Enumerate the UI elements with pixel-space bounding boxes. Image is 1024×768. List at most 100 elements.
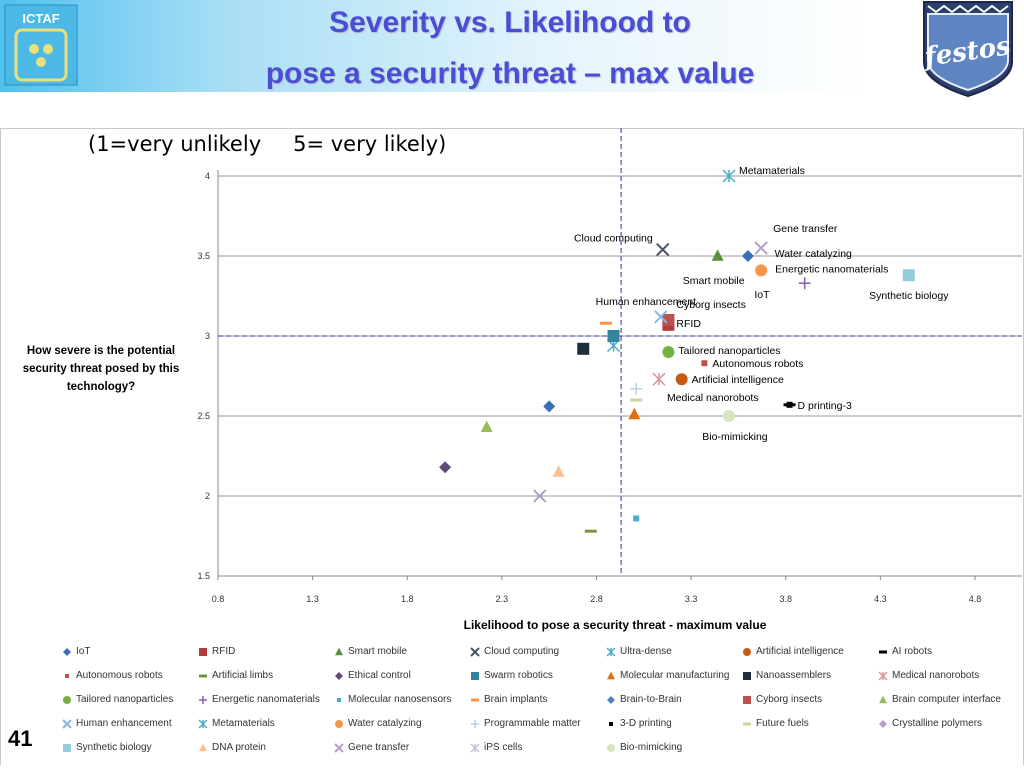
- point-annotation: Synthetic biology: [869, 290, 949, 302]
- legend-label: Future fuels: [756, 718, 809, 729]
- data-point: [754, 241, 768, 255]
- legend-marker: [743, 722, 751, 726]
- legend-label: DNA protein: [212, 742, 266, 753]
- data-point: [902, 269, 915, 282]
- slide-number: 41: [8, 726, 33, 751]
- point-annotation: Tailored nanoparticles: [678, 345, 780, 357]
- data-point: [439, 461, 452, 474]
- legend-label: 3-D printing: [620, 718, 672, 729]
- legend-label: Ethical control: [348, 670, 411, 681]
- legend-label: Brain implants: [484, 694, 548, 705]
- legend-marker: [607, 671, 615, 680]
- legend-label: Human enhancement: [76, 718, 172, 729]
- data-point: [633, 515, 640, 522]
- y-tick-label: 2.5: [197, 411, 210, 421]
- point-annotation: Energetic nanomaterials: [775, 263, 888, 275]
- festos-logo: festos: [921, 1, 1013, 98]
- point-annotation: Cyborg insects: [676, 299, 745, 311]
- y-axis-label: How severe is the potential security thr…: [22, 345, 180, 393]
- data-point: [654, 310, 668, 324]
- legend-marker: [607, 696, 615, 704]
- legend-marker: [335, 720, 343, 728]
- legend-label: Cyborg insects: [756, 694, 823, 705]
- data-point: [755, 264, 768, 277]
- point-annotation: Bio-mimicking: [702, 431, 768, 443]
- slide-title-line-1: Severity vs. Likelihood to: [329, 6, 691, 39]
- legend-marker: [743, 648, 751, 656]
- legend-marker: [471, 720, 479, 728]
- data-point: [701, 360, 708, 367]
- x-tick-label: 2.3: [496, 594, 509, 604]
- legend-marker: [879, 650, 887, 654]
- data-point: [533, 489, 547, 503]
- legend-marker: [62, 719, 72, 729]
- x-tick-label: 3.3: [685, 594, 698, 604]
- slide-title-line-2: pose a security threat – max value: [265, 57, 755, 90]
- x-tick-label: 1.3: [306, 594, 319, 604]
- data-point: [630, 398, 643, 402]
- x-tick-label: 4.3: [874, 594, 887, 604]
- data-point: [607, 330, 620, 342]
- data-point: [552, 465, 565, 477]
- y-tick-label: 1.5: [197, 571, 210, 581]
- legend-label: Synthetic biology: [76, 742, 152, 753]
- legend-marker: [65, 674, 69, 678]
- legend-label: AI robots: [892, 646, 933, 657]
- legend-label: Swarm robotics: [484, 670, 553, 681]
- legend-marker: [198, 719, 208, 729]
- data-point: [480, 420, 493, 432]
- data-point: [675, 373, 688, 386]
- legend-label: RFID: [212, 646, 236, 657]
- legend-marker: [470, 743, 480, 753]
- legend-marker: [471, 698, 479, 702]
- legend-label: Brain-to-Brain: [620, 694, 682, 705]
- legend-marker: [879, 695, 887, 704]
- data-point: [741, 250, 754, 262]
- legend-label: Nanoassemblers: [756, 670, 832, 681]
- legend-marker: [199, 743, 207, 752]
- legend-label: Cloud computing: [484, 646, 560, 657]
- y-tick-label: 2: [205, 491, 210, 501]
- y-tick-label: 3: [205, 331, 210, 341]
- legend-marker: [199, 648, 207, 656]
- x-tick-label: 2.8: [590, 594, 603, 604]
- legend-marker: [470, 647, 480, 657]
- data-point: [722, 410, 735, 422]
- data-point: [662, 314, 675, 326]
- legend-label: Molecular manufacturing: [620, 670, 730, 681]
- x-tick-label: 4.8: [969, 594, 982, 604]
- legend-label: Metamaterials: [212, 718, 275, 729]
- legend-marker: [878, 671, 888, 681]
- scale-note: (1=very unlikely 5= very likely): [88, 132, 446, 156]
- legend-label: Artificial limbs: [212, 670, 274, 681]
- point-annotation: Cloud computing: [574, 233, 653, 245]
- legend-marker: [199, 696, 207, 704]
- scale-note-low: (1=very unlikely: [88, 132, 262, 156]
- chart-panel: [0, 128, 1024, 765]
- legend-label: Medical nanorobots: [892, 670, 980, 681]
- y-tick-label: 3.5: [197, 251, 210, 261]
- legend-label: Brain computer interface: [892, 694, 1001, 705]
- legend-label: Programmable matter: [484, 718, 581, 729]
- legend-label: Energetic nanomaterials: [212, 694, 320, 705]
- legend-marker: [63, 696, 71, 704]
- x-tick-label: 3.8: [779, 594, 792, 604]
- x-axis-label: Likelihood to pose a security threat - m…: [464, 618, 767, 632]
- data-point: [798, 277, 811, 290]
- point-annotation: Medical nanorobots: [667, 392, 759, 404]
- x-tick-label: 1.8: [401, 594, 414, 604]
- data-point: [656, 242, 670, 257]
- data-point: [786, 401, 793, 408]
- data-point: [711, 249, 724, 261]
- legend-marker: [743, 672, 751, 680]
- data-point: [628, 407, 641, 420]
- legend-marker: [471, 672, 479, 680]
- legend-marker: [63, 648, 71, 656]
- legend-label: Gene transfer: [348, 742, 410, 753]
- point-annotation: D printing-3: [798, 400, 852, 412]
- legend-marker: [606, 647, 616, 657]
- data-point: [722, 169, 736, 183]
- point-annotation: RFID: [676, 318, 701, 330]
- title-banner: [0, 0, 1024, 92]
- data-point: [652, 372, 666, 386]
